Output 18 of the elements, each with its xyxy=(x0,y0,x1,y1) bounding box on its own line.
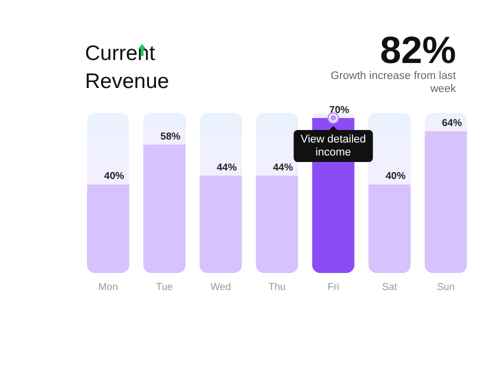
data-label: 44% xyxy=(216,162,237,174)
data-label: 40% xyxy=(386,171,406,182)
x-tick-label: Wed xyxy=(210,282,231,293)
data-label: 44% xyxy=(272,162,294,174)
annotation: View detailed income xyxy=(300,134,366,159)
x-tick-label: Tue xyxy=(156,282,174,293)
data-label: 70% xyxy=(329,104,350,116)
x-tick-label: Mon xyxy=(98,282,118,293)
chart-title: Current Revenue xyxy=(85,41,170,95)
x-tick-label: Sat xyxy=(382,282,398,293)
x-tick-label: Thu xyxy=(268,282,286,293)
x-tick-label: Sun xyxy=(436,282,455,293)
data-label: 40% xyxy=(104,171,124,182)
x-tick-label: Fri xyxy=(327,282,340,293)
text: 82% xyxy=(380,30,456,72)
data-label: 58% xyxy=(160,131,181,142)
data-label: 64% xyxy=(442,118,462,130)
text: Growth increase from last week xyxy=(330,70,456,96)
